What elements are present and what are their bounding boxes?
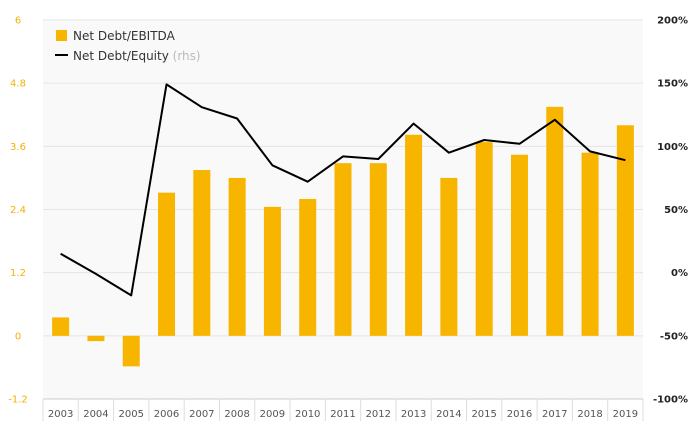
x-axis-tick-label: 2011 [330,409,355,420]
left-axis-tick-label: 6 [15,16,21,27]
bar [546,106,564,336]
legend-label-line: Net Debt/Equity (rhs) [73,49,201,63]
bar [334,163,352,336]
x-axis-tick-label: 2007 [189,409,214,420]
bar [158,192,176,336]
left-axis-tick-label: 0 [15,331,21,342]
x-axis-tick-label: 2005 [119,409,144,420]
x-axis-tick-label: 2018 [577,409,602,420]
x-axis-tick-label: 2012 [366,409,391,420]
legend-label-bar: Net Debt/EBITDA [73,29,176,43]
right-axis-tick-label: 200% [657,16,688,27]
legend-label-line-suffix: (rhs) [173,49,201,63]
right-axis: -100% -50% 0% 50% 100% 150% 200% [653,16,688,406]
x-axis-tick-label: 2010 [295,409,320,420]
x-axis-tick-label: 2004 [83,409,108,420]
legend-swatch-bar [56,30,67,41]
x-axis-tick-label: 2017 [542,409,567,420]
left-axis-tick-label: 1.2 [10,268,26,279]
legend-label-line-name: Net Debt/Equity [73,49,169,63]
right-axis-tick-label: 100% [657,142,688,153]
bar [510,154,528,336]
x-axis-tick-label: 2008 [224,409,249,420]
x-axis-tick-label: 2016 [507,409,532,420]
line-series-group [60,83,626,297]
right-axis-tick-label: 50% [664,205,688,216]
left-axis-tick-label: 3.6 [10,142,26,153]
left-axis-tick-label: 2.4 [10,205,26,216]
left-axis-tick-label: -1.2 [8,395,28,406]
bar [616,125,634,336]
x-axis-tick-label: 2009 [260,409,285,420]
x-axis-tick-label: 2003 [48,409,73,420]
bar [475,142,493,336]
bar [405,134,423,336]
x-axis: 2003 2004 2005 2006 2007 2008 2009 2010 2011 2012… [42,398,644,421]
bar [299,198,317,336]
bar [263,206,281,336]
bar [87,335,105,342]
bar [228,177,246,336]
left-axis: -1.2 0 1.2 2.4 3.6 4.8 6 [8,16,28,406]
right-axis-tick-label: -100% [653,395,688,406]
right-axis-tick-label: 150% [657,79,688,90]
bar [440,177,458,336]
bar [581,152,599,336]
legend: Net Debt/EBITDA Net Debt/Equity (rhs) [55,29,201,63]
bar-series [52,106,634,367]
x-axis-tick-label: 2014 [436,409,461,420]
left-axis-tick-label: 4.8 [10,79,26,90]
bar [122,335,140,367]
right-axis-tick-label: 0% [671,268,688,279]
right-axis-tick-label: -50% [660,331,688,342]
x-axis-tick-label: 2006 [154,409,179,420]
bar [52,317,70,336]
x-axis-tick-label: 2013 [401,409,426,420]
line-series [60,83,626,297]
bar [193,170,211,336]
x-axis-tick-label: 2019 [613,409,638,420]
x-axis-tick-label: 2015 [471,409,496,420]
bar [369,163,387,336]
